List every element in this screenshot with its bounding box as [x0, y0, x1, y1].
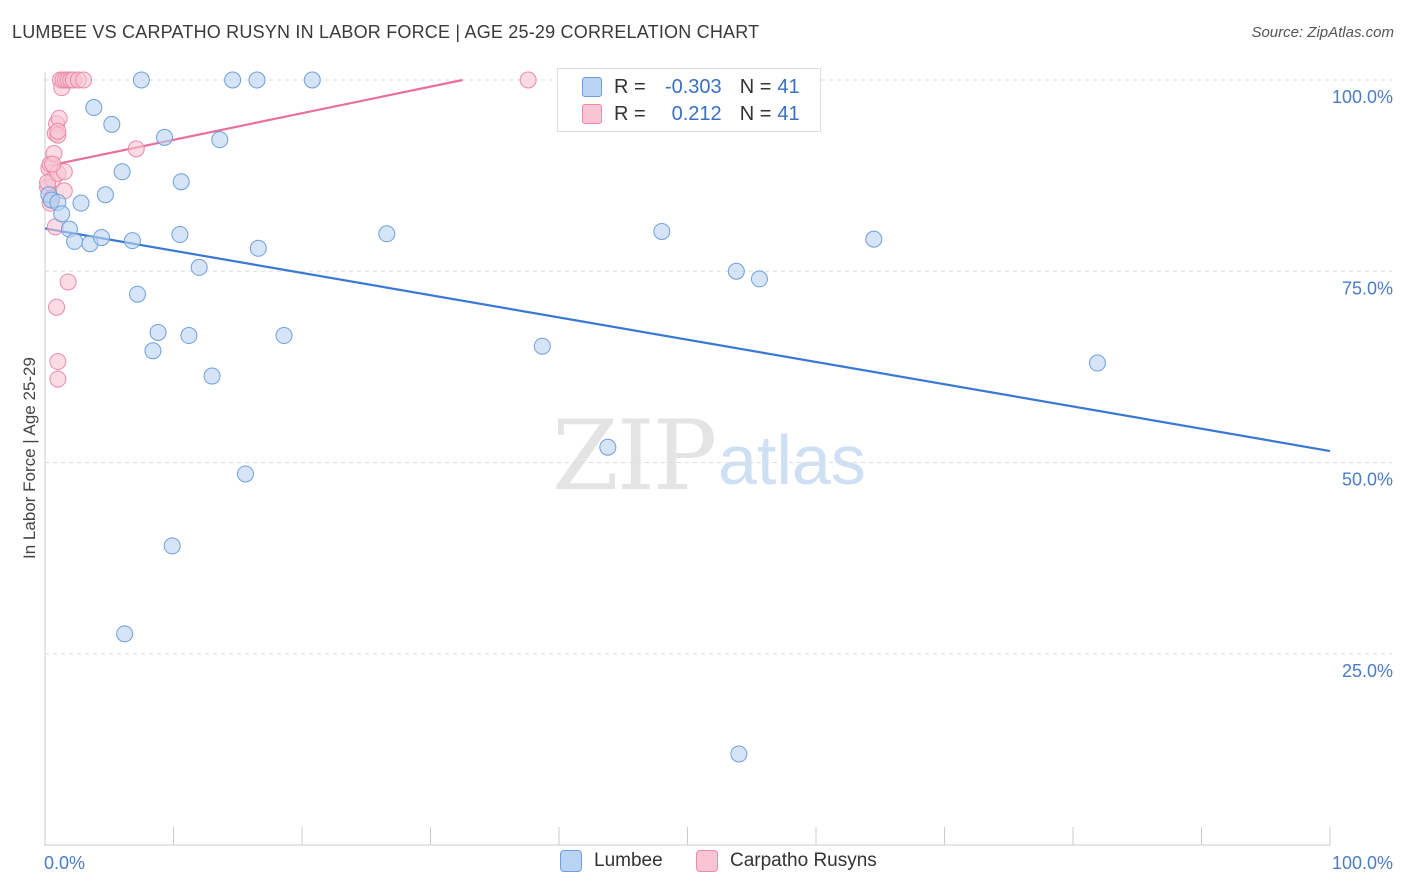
y-tick-label: 75.0% [1342, 278, 1393, 298]
lumbee-point [865, 230, 883, 248]
trendline-lumbee [44, 227, 1331, 453]
lumbee-point [96, 186, 114, 204]
lumbee-point [149, 323, 167, 341]
lumbee-point [203, 367, 221, 385]
carpatho-point [75, 71, 93, 89]
n-value: 41 [777, 102, 800, 125]
lumbee-point [249, 239, 267, 257]
lumbee-point [190, 258, 208, 276]
r-value: 0.212 [671, 102, 722, 125]
lumbee-point [66, 232, 84, 250]
lumbee-point [180, 327, 198, 345]
lumbee-point [53, 205, 71, 223]
n-value: 41 [777, 75, 800, 98]
y-tick-label: 50.0% [1342, 470, 1393, 490]
axes [44, 72, 1331, 846]
r-value: -0.303 [664, 75, 722, 98]
carpatho-point [59, 273, 77, 291]
lumbee-point [378, 225, 396, 243]
lumbee-point [653, 222, 671, 240]
stats-legend: R = -0.303 N = 41 R = 0.212 N = 41 [557, 68, 821, 132]
y-tick-label: 100.0% [1332, 87, 1393, 107]
r-label: R = [614, 75, 646, 98]
lumbee-point [144, 342, 162, 360]
watermark-zip: ZIP [552, 400, 717, 512]
lumbee-point [129, 285, 147, 303]
r-label: R = [614, 102, 646, 125]
source-credit: Source: ZipAtlas.com [1251, 24, 1394, 41]
lumbee-point [172, 173, 190, 191]
carpatho-point [49, 353, 67, 371]
y-axis-title: In Labor Force | Age 25-29 [20, 357, 39, 559]
lumbee-point [727, 262, 745, 280]
carpatho-point [127, 140, 145, 158]
carpatho-swatch [696, 850, 718, 872]
lumbee-point [156, 128, 174, 146]
lumbee-point [93, 229, 111, 247]
lumbee-point [132, 71, 150, 89]
n-label: N = [739, 75, 772, 98]
legend-row-carpatho: R = 0.212 N = 41 [582, 102, 800, 126]
lumbee-point [163, 537, 181, 555]
lumbee-point [599, 438, 617, 456]
lumbee-point [103, 115, 121, 133]
trendline-carpatho [44, 78, 463, 168]
x-tick-label-min: 0.0% [44, 853, 85, 873]
x-tick-label-max: 100.0% [1332, 853, 1393, 873]
watermark-atlas: atlas [718, 421, 866, 499]
points-lumbee [40, 71, 1106, 763]
carpatho-point [49, 370, 67, 388]
lumbee-swatch [582, 77, 602, 97]
chart-title: LUMBEE VS CARPATHO RUSYN IN LABOR FORCE … [12, 22, 760, 42]
lumbee-swatch [560, 850, 582, 872]
lumbee-point [116, 625, 134, 643]
trendlines [44, 78, 1331, 453]
legend-item-carpatho[interactable]: Carpatho Rusyns [696, 850, 877, 872]
carpatho-swatch [582, 104, 602, 124]
x-tick-labels: 0.0% 100.0% [44, 853, 1393, 873]
carpatho-point [49, 122, 67, 140]
legend-row-lumbee: R = -0.303 N = 41 [582, 75, 800, 99]
lumbee-point [730, 745, 748, 763]
lumbee-point [123, 232, 141, 250]
lumbee-point [533, 337, 551, 355]
n-label: N = [739, 102, 772, 125]
lumbee-point [72, 194, 90, 212]
lumbee-point [750, 270, 768, 288]
legend-label-carpatho: Carpatho Rusyns [730, 850, 877, 871]
lumbee-point [211, 131, 229, 149]
legend-label-lumbee: Lumbee [594, 850, 663, 871]
legend-item-lumbee[interactable]: Lumbee [560, 850, 663, 872]
grid-lines [45, 79, 1392, 655]
lumbee-point [85, 99, 103, 117]
lumbee-point [171, 226, 189, 244]
carpatho-point [44, 155, 62, 173]
lumbee-point [248, 71, 266, 89]
lumbee-point [1088, 354, 1106, 372]
y-tick-labels: 25.0% 50.0% 75.0% 100.0% [1332, 87, 1393, 681]
lumbee-point [224, 71, 242, 89]
lumbee-point [303, 71, 321, 89]
carpatho-point [48, 298, 66, 316]
lumbee-point [275, 327, 293, 345]
lumbee-point [113, 163, 131, 181]
lumbee-point [236, 465, 254, 483]
carpatho-point [519, 71, 537, 89]
y-tick-label: 25.0% [1342, 661, 1393, 681]
